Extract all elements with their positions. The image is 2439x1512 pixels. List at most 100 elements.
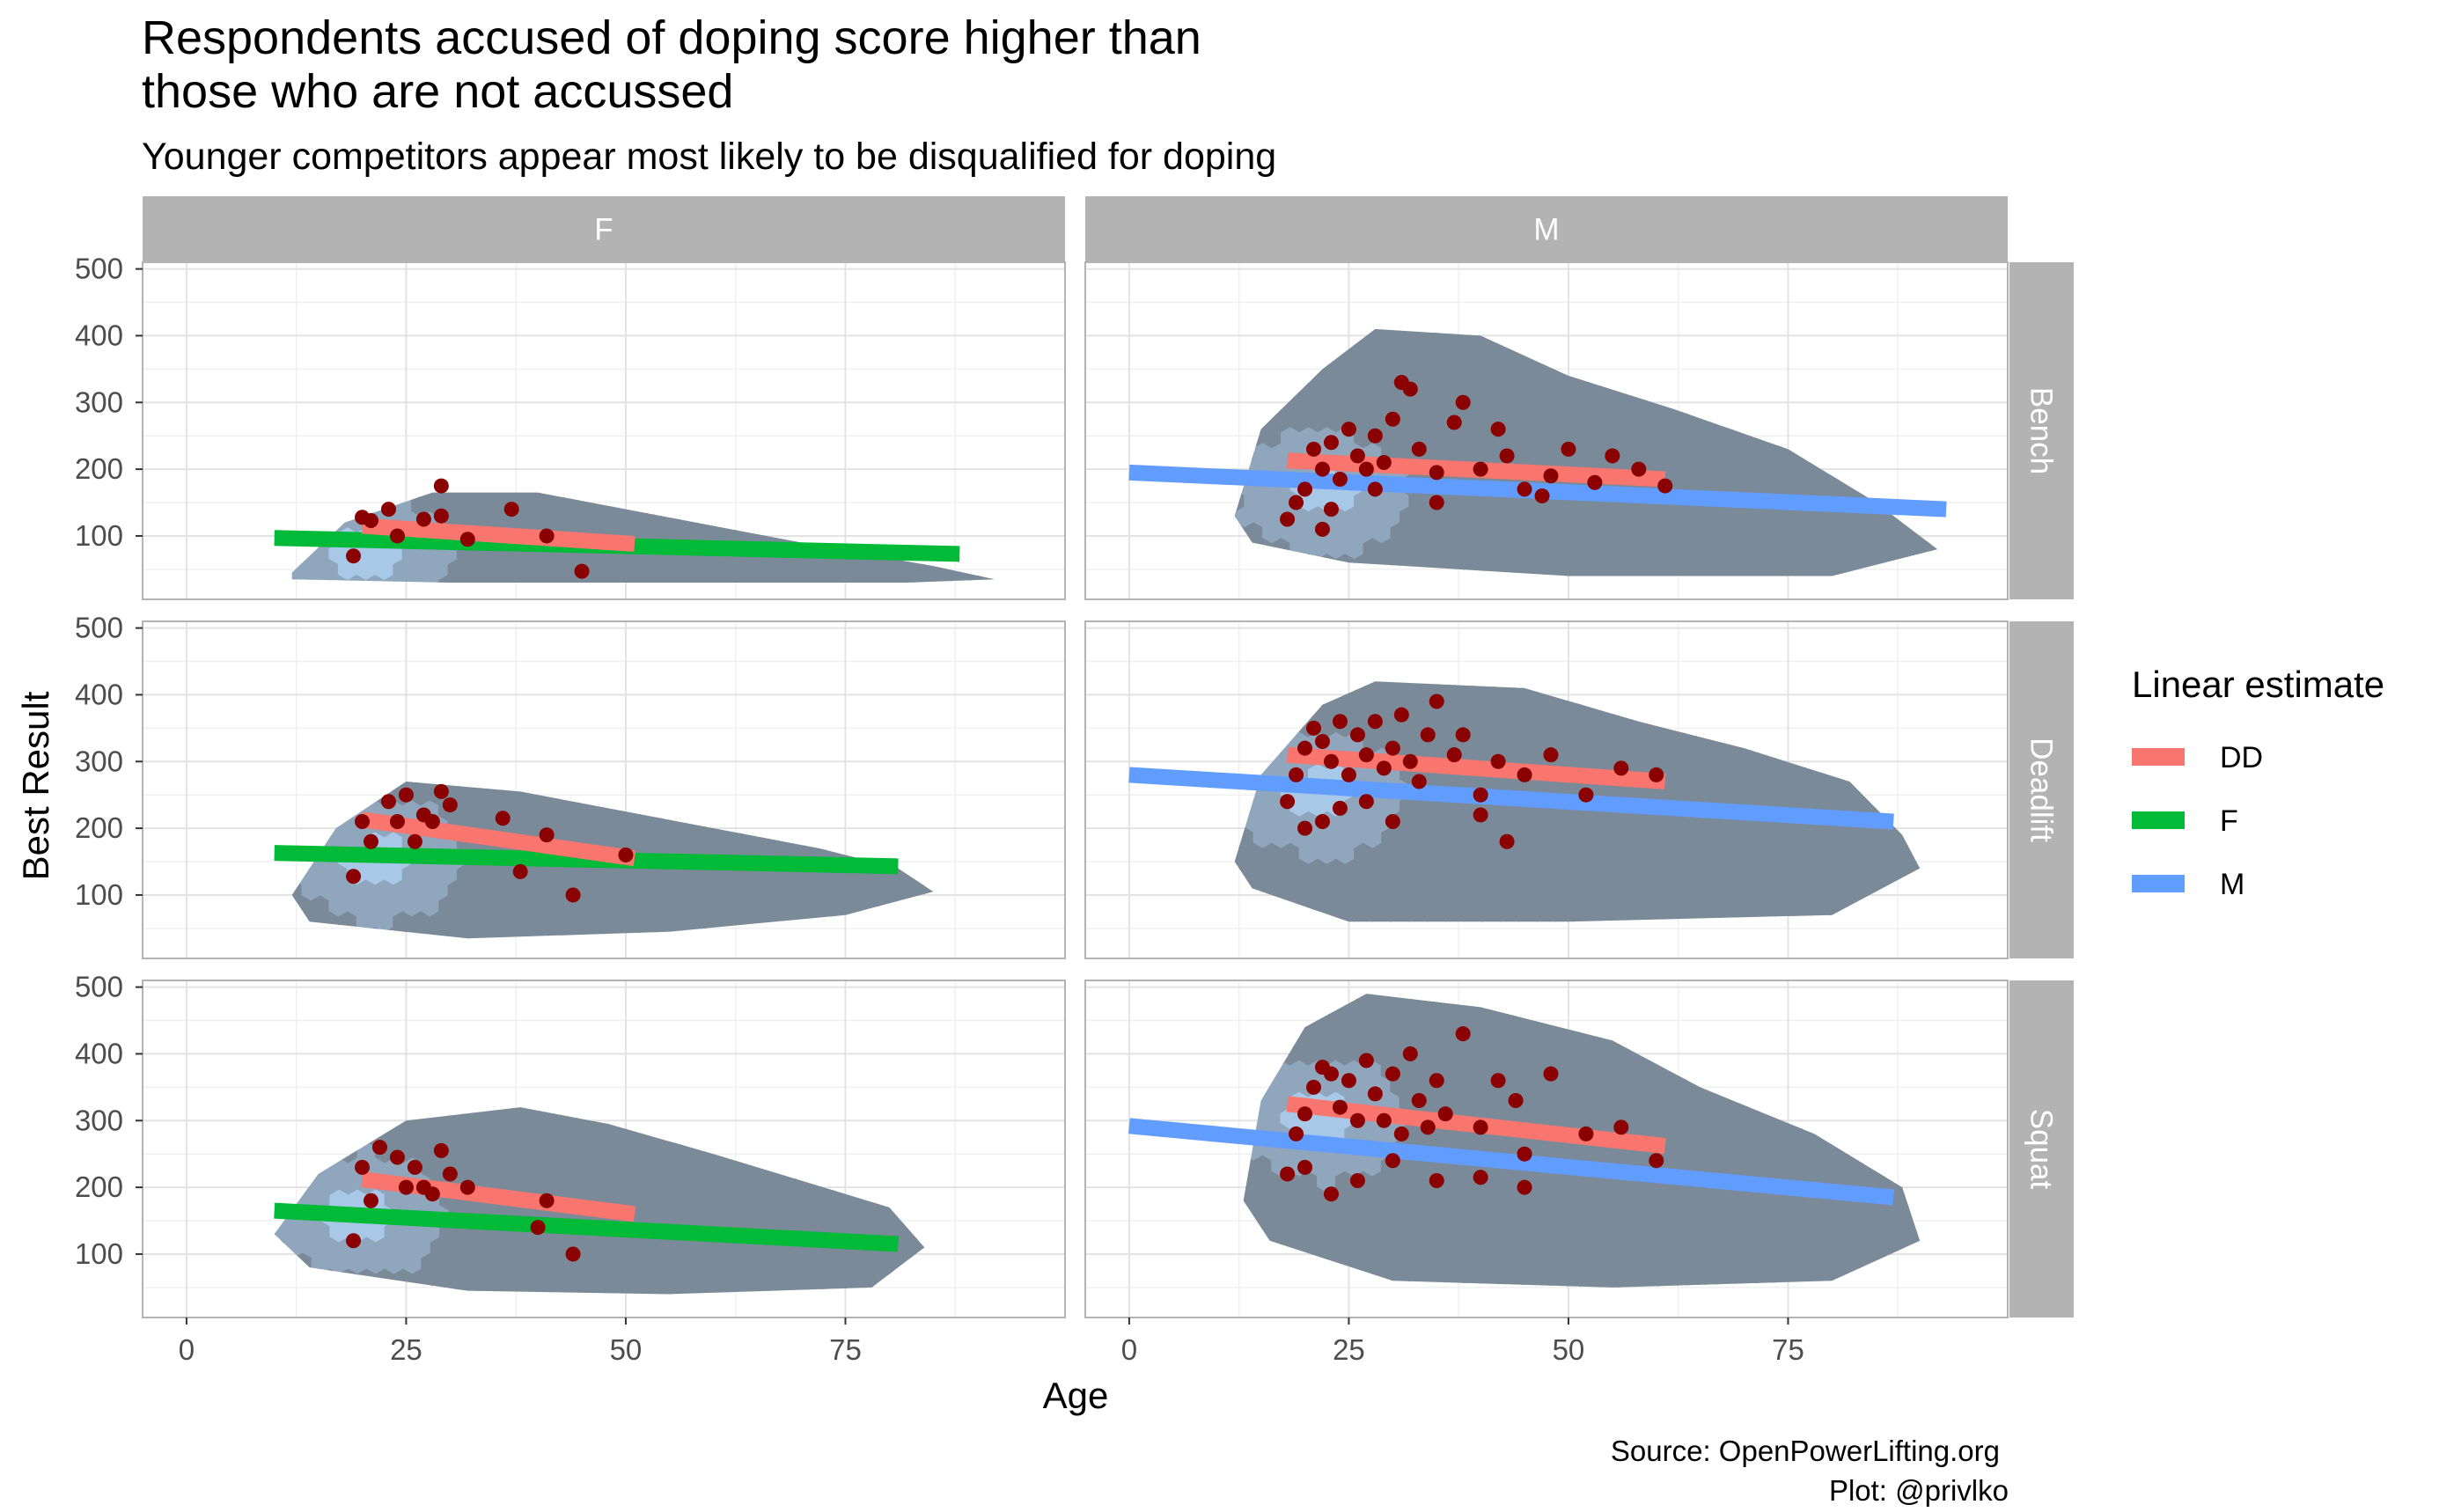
dd-point-m-deadlift [1341,767,1356,782]
dd-point-m-bench [1385,411,1400,427]
dd-point-f-squat [407,1159,422,1175]
y-tick-label: 200 [75,811,123,844]
chart-title-line-2: those who are not accussed [142,65,733,118]
facet-strip-bench [2009,262,2074,599]
dd-point-m-bench [1490,422,1506,437]
y-tick-label: 100 [75,1237,123,1270]
dd-point-m-deadlift [1289,767,1304,782]
dd-point-m-squat [1437,1106,1453,1122]
dd-point-m-bench [1341,422,1356,437]
dd-point-m-bench [1349,448,1365,464]
legend: Linear estimate DD F M [2132,664,2384,901]
dd-point-m-bench [1587,474,1603,490]
dd-point-f-bench [503,502,519,517]
facet-strip-squat [2009,980,2074,1317]
x-tick-label: 75 [1772,1333,1804,1366]
dd-point-m-squat [1455,1026,1471,1042]
panel-border-m-bench [1084,261,2009,600]
dd-point-m-deadlift [1473,787,1488,803]
dd-point-m-bench [1543,468,1559,484]
dd-point-f-deadlift [389,814,405,830]
dd-point-m-bench [1332,471,1348,487]
dd-point-f-bench [539,528,555,544]
dd-point-f-squat [398,1179,414,1195]
dd-point-m-bench [1455,394,1471,410]
dd-point-m-bench [1367,481,1383,497]
dd-point-m-squat [1385,1153,1400,1169]
dd-point-m-squat [1393,1126,1409,1141]
x-axis-title: Age [1043,1375,1109,1416]
dd-point-m-deadlift [1473,807,1488,823]
panel-border-f-squat [142,980,1066,1318]
dd-point-m-deadlift [1455,727,1471,743]
dd-point-m-squat [1543,1066,1559,1082]
legend-label-f: F [2220,804,2238,838]
dd-point-m-bench [1517,481,1532,497]
dd-point-m-squat [1473,1170,1488,1185]
dd-point-m-squat [1411,1093,1427,1109]
dd-point-m-squat [1508,1093,1524,1109]
y-tick-label: 400 [75,678,123,710]
dd-point-m-squat [1358,1053,1374,1068]
dd-point-f-squat [424,1186,440,1202]
dd-point-f-squat [371,1140,387,1156]
dd-point-m-deadlift [1376,760,1392,776]
dd-point-f-squat [364,1193,379,1208]
dd-point-m-deadlift [1297,740,1313,756]
dd-point-m-deadlift [1349,727,1365,743]
dd-point-f-deadlift [433,783,449,799]
dd-point-m-bench [1314,521,1330,537]
dd-point-m-deadlift [1367,714,1383,730]
caption-source: Source: OpenPowerLifting.org [1611,1435,2000,1467]
dd-point-m-squat [1420,1119,1436,1135]
dd-point-f-bench [364,513,379,529]
x-tick-label: 50 [610,1333,643,1366]
legend-label-dd: DD [2220,741,2263,774]
dd-point-f-squat [433,1142,449,1158]
dd-point-f-squat [389,1149,405,1165]
dd-point-m-bench [1402,381,1418,397]
y-tick-label: 500 [75,612,123,644]
x-tick-label: 0 [179,1333,195,1366]
facet-strip-label-squat: Squat [2024,1109,2059,1190]
dd-point-m-deadlift [1446,747,1462,763]
dd-point-m-deadlift [1499,833,1515,849]
dd-point-m-deadlift [1306,720,1322,736]
dd-point-f-deadlift [565,887,581,903]
dd-point-m-squat [1613,1119,1629,1135]
dd-point-m-bench [1429,495,1444,510]
facet-strip-f [143,196,1065,262]
dd-point-m-bench [1297,481,1313,497]
dd-point-m-bench [1473,461,1488,477]
dd-point-m-deadlift [1280,794,1296,810]
dd-point-f-deadlift [398,787,414,803]
dd-point-m-squat [1323,1066,1339,1082]
y-tick-label: 500 [75,253,123,285]
dd-point-f-squat [530,1220,546,1236]
dd-point-m-squat [1349,1112,1365,1128]
facet-strip-label-deadlift: Deadlift [2024,738,2059,842]
trend-line-dd-f-bench [361,517,635,553]
panel-border-f-bench [142,261,1066,600]
trend-line-m-m-deadlift [1128,767,1894,830]
dd-point-m-squat [1385,1066,1400,1082]
dd-point-m-squat [1517,1146,1532,1162]
panel-border-m-deadlift [1084,620,2009,959]
dd-point-m-bench [1314,461,1330,477]
dd-point-m-deadlift [1490,753,1506,769]
facet-strip-label-bench: Bench [2024,387,2059,474]
y-tick-label: 100 [75,878,123,911]
dd-point-m-deadlift [1314,734,1330,750]
dd-point-m-deadlift [1578,787,1594,803]
dd-point-m-squat [1649,1153,1664,1169]
dd-point-m-squat [1473,1119,1488,1135]
dd-point-m-deadlift [1358,794,1374,810]
dd-point-m-bench [1561,441,1576,457]
dd-point-m-squat [1306,1079,1322,1095]
dd-point-m-squat [1429,1073,1444,1089]
dd-point-m-deadlift [1429,694,1444,709]
legend-key-f [2132,811,2185,829]
dd-point-f-deadlift [364,833,379,849]
dd-point-f-squat [442,1166,458,1182]
